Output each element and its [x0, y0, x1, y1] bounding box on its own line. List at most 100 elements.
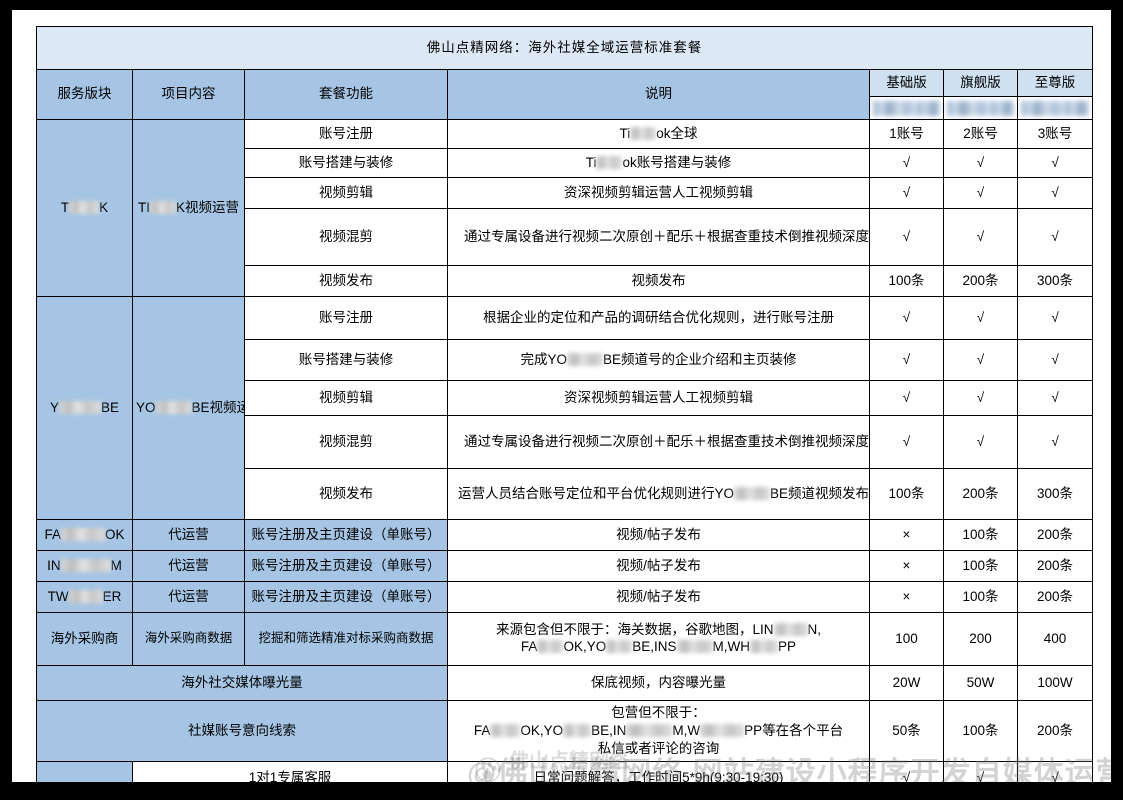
cell-project-buyers: 海外采购商数据 [132, 612, 245, 666]
table-row: 视频剪辑 资深视频剪辑运营人工视频剪辑 √ √ √ [37, 177, 1094, 209]
table-row: 视频发布 运营人员结合账号定位和平台优化规则进行YO BE频道视频发布 100条 … [37, 468, 1094, 520]
cell-tier-supreme: 3账号 [1016, 119, 1094, 149]
cell-tier-basic: √ [869, 761, 944, 782]
cell-tier-basic: √ [869, 380, 944, 416]
redacted-brand [676, 640, 713, 653]
cell-description: 根据企业的定位和产品的调研结合优化规则，进行账号注册 [447, 296, 870, 340]
cell-description: 视频/帖子发布 [447, 581, 870, 613]
redacted-brand [69, 200, 100, 214]
table-header-row: 服务版块 项目内容 套餐功能 说明 基础版 旗舰版 至尊版 [36, 69, 1094, 120]
cell-tier-flagship: √ [943, 296, 1018, 340]
page-title: 佛山点精网络：海外社媒全域运营标准套餐 [35, 26, 1094, 70]
redacted-brand [773, 623, 808, 637]
redacted-brand [155, 400, 192, 414]
table-row: YBE YOBE视频运营 账号注册 根据企业的定位和产品的调研结合优化规则，进行… [36, 296, 1094, 520]
cell-tier-supreme: √ [1016, 761, 1094, 782]
cell-description: 运营人员结合账号定位和平台优化规则进行YO BE频道视频发布 [447, 468, 870, 520]
cell-tier-flagship: √ [943, 177, 1018, 209]
cell-module-youtube: Y BE [36, 296, 133, 520]
cell-module-instagram: IN M [36, 550, 133, 582]
redacted-brand [150, 200, 176, 214]
cell-project: 代运营 [132, 519, 245, 551]
cell-tier-supreme: 100W [1016, 665, 1094, 701]
cell-tier-flagship: 200条 [943, 468, 1018, 520]
redacted-brand [68, 589, 103, 603]
cell-function: 账号注册 [244, 119, 448, 149]
cell-function: 视频剪辑 [244, 177, 448, 209]
cell-description-buyers: 来源包含但不限于：海关数据，谷歌地图，LIN N, FA OK,YO BE,INS M,W… [447, 612, 870, 666]
redacted-brand [490, 723, 521, 737]
cell-function: 视频发布 [244, 468, 448, 520]
table-row: 账号搭建与装修 完成YO BE频道号的企业介绍和主页装修 √ √ √ [37, 339, 1094, 381]
cell-description-leads: 包营但不限于： FA OK,YO BE,IN M,W PP等在各个平台 私信或者评论的咨询 [447, 700, 870, 762]
cell-function: 视频剪辑 [244, 380, 448, 416]
cell-tier-flagship: √ [943, 148, 1018, 178]
cell-tier-supreme: √ [1016, 148, 1094, 178]
cell-tier-flagship: 2账号 [943, 119, 1018, 149]
cell-tier-supreme: 200条 [1016, 581, 1094, 613]
redacted-brand [626, 723, 673, 737]
cell-tier-supreme: √ [1016, 208, 1094, 266]
col-header-tier-supreme: 至尊版 [1016, 69, 1094, 97]
price-row [37, 96, 1094, 120]
cell-tier-flagship: √ [943, 761, 1018, 782]
cell-description: 视频发布 [447, 265, 870, 297]
redacted-brand [606, 640, 633, 653]
cell-module-customer-service: 客户服务 [36, 761, 133, 782]
cell-tier-basic: 100条 [869, 468, 944, 520]
col-header-package-function: 套餐功能 [244, 69, 448, 120]
cell-function: 账号注册及主页建设（单账号） [244, 581, 448, 613]
cell-tier-basic: √ [869, 415, 944, 469]
redacted-brand [734, 486, 771, 500]
cell-tier-supreme: 300条 [1016, 468, 1094, 520]
cell-tier-flagship: 100条 [943, 519, 1018, 551]
cell-tier-supreme: 300条 [1016, 265, 1094, 297]
redacted-brand [61, 527, 105, 541]
table-row: 海外社交媒体曝光量 保底视频，内容曝光量 20W 50W 100W [36, 665, 1094, 701]
cell-description: 保底视频，内容曝光量 [447, 665, 870, 701]
cell-tier-basic: 100 [869, 612, 944, 666]
redacted-price-bar [873, 100, 940, 116]
redacted-brand [537, 640, 564, 653]
table-row: 视频发布 视频发布 100条 200条 300条 [37, 265, 1094, 297]
redacted-brand [60, 558, 111, 572]
cell-description: 通过专属设备进行视频二次原创＋配乐＋根据查重技术倒推视频深度剪辑 [447, 415, 870, 469]
cell-module-buyers: 海外采购商 [36, 612, 133, 666]
table-row: 海外采购商 海外采购商数据 挖掘和筛选精准对标采购商数据 来源包含但不限于：海关… [36, 612, 1094, 666]
cell-project-tiktok: TI K视频运营 [132, 119, 245, 297]
cell-tier-flagship: 100条 [943, 700, 1018, 762]
cell-description: 完成YO BE频道号的企业介绍和主页装修 [447, 339, 870, 381]
price-supreme [1016, 96, 1094, 120]
cell-tier-basic: √ [869, 339, 944, 381]
redacted-price-bar [1021, 100, 1090, 116]
cell-function: 账号注册 [244, 296, 448, 340]
redacted-brand [59, 400, 101, 414]
cell-function: 账号搭建与装修 [244, 148, 448, 178]
cell-tier-supreme: 400 [1016, 612, 1094, 666]
cell-tier-flagship: √ [943, 380, 1018, 416]
cell-description: 资深视频剪辑运营人工视频剪辑 [447, 177, 870, 209]
cell-tier-supreme: √ [1016, 177, 1094, 209]
cell-tier-flagship: 100条 [943, 550, 1018, 582]
table-row: 社媒账号意向线索 包营但不限于： FA OK,YO BE,IN M,W PP等在各个平台私… [36, 700, 1094, 762]
cell-function: 视频混剪 [244, 415, 448, 469]
cell-tier-supreme: √ [1016, 296, 1094, 340]
cell-tier-flagship: √ [943, 339, 1018, 381]
table-row: TW ER 代运营 账号注册及主页建设（单账号） 视频/帖子发布 × 100条 2… [36, 581, 1094, 613]
col-header-project-content: 项目内容 [132, 69, 245, 120]
cell-tier-supreme: 200条 [1016, 700, 1094, 762]
cell-tier-flagship: 200 [943, 612, 1018, 666]
cell-project: 代运营 [132, 550, 245, 582]
redacted-price-bar [947, 100, 1014, 116]
redacted-brand [630, 126, 657, 140]
table-title-row: 佛山点精网络：海外社媒全域运营标准套餐 [35, 26, 1094, 70]
cell-tier-supreme: √ [1016, 415, 1094, 469]
cell-function: 1对1专属客服 [132, 761, 448, 782]
cell-tier-flagship: 50W [943, 665, 1018, 701]
table-row: FA OK 代运营 账号注册及主页建设（单账号） 视频/帖子发布 × 100条 2… [36, 519, 1094, 551]
cell-tier-basic: 1账号 [869, 119, 944, 149]
cell-function: 账号搭建与装修 [244, 339, 448, 381]
cell-tier-basic: √ [869, 177, 944, 209]
cell-tier-supreme: √ [1016, 339, 1094, 381]
